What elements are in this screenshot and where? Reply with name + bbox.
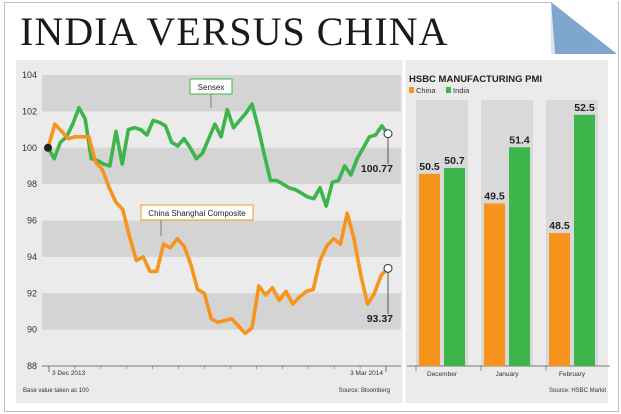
end-marker xyxy=(383,263,393,273)
shanghai-callout-box xyxy=(140,204,254,221)
bar-india xyxy=(444,167,465,366)
line-source: Source: Bloomberg xyxy=(339,388,390,394)
shanghai-callout-label: China Shanghai Composite xyxy=(148,209,246,218)
bar-china xyxy=(419,173,440,366)
bar-value-label: 50.7 xyxy=(444,155,465,167)
sensex-line xyxy=(46,102,390,208)
y-tick-label: 102 xyxy=(22,106,37,116)
bar-value-label: 51.4 xyxy=(509,134,530,146)
legend-label-china: China xyxy=(416,86,436,95)
grid-band-2 xyxy=(42,220,401,257)
y-tick-label: 92 xyxy=(27,288,37,298)
bar-category-label: December xyxy=(427,371,458,378)
footnote: Base value taken as 100 xyxy=(23,388,89,394)
end-marker xyxy=(383,129,393,139)
bar-category-label: January xyxy=(495,371,519,378)
bar-category-label: February xyxy=(559,371,586,378)
y-tick-label: 96 xyxy=(27,216,37,226)
y-tick-label: 94 xyxy=(27,252,37,262)
end-value-label: 93.37 xyxy=(367,313,393,325)
end-value-label: 100.77 xyxy=(361,163,393,175)
grid-band-1 xyxy=(42,147,401,185)
bar-source: Source: HSBC Markit xyxy=(549,388,606,394)
x-tick-label: 3 Dec 2013 xyxy=(52,370,86,377)
bar-value-label: 52.5 xyxy=(574,102,595,114)
x-tick-label: 3 Mar 2014 xyxy=(350,370,383,377)
page-curl-icon xyxy=(551,2,617,54)
y-tick-label: 90 xyxy=(27,325,37,335)
headline: INDIA VERSUS CHINA xyxy=(20,9,449,54)
bar-china xyxy=(484,203,505,366)
bar-value-label: 49.5 xyxy=(484,190,505,202)
bar-india xyxy=(574,114,595,367)
legend-label-india: India xyxy=(453,86,470,95)
sensex-callout-box xyxy=(189,78,233,95)
shanghai-line xyxy=(46,122,390,336)
sensex-callout-label: Sensex xyxy=(198,83,225,92)
y-tick-label: 100 xyxy=(22,143,37,153)
y-tick-label: 98 xyxy=(27,179,37,189)
bar-india xyxy=(509,147,530,366)
y-tick-label: 88 xyxy=(27,361,37,371)
legend-swatch-india xyxy=(446,87,451,93)
start-marker xyxy=(44,143,52,152)
grid-band-3 xyxy=(42,293,401,330)
y-tick-label: 104 xyxy=(22,70,37,80)
bar-value-label: 50.5 xyxy=(419,161,440,173)
bar-china xyxy=(549,233,570,366)
bar-value-label: 48.5 xyxy=(549,220,570,232)
legend-swatch-china xyxy=(409,87,414,93)
bar-chart-title: HSBC MANUFACTURING PMI xyxy=(409,74,542,85)
